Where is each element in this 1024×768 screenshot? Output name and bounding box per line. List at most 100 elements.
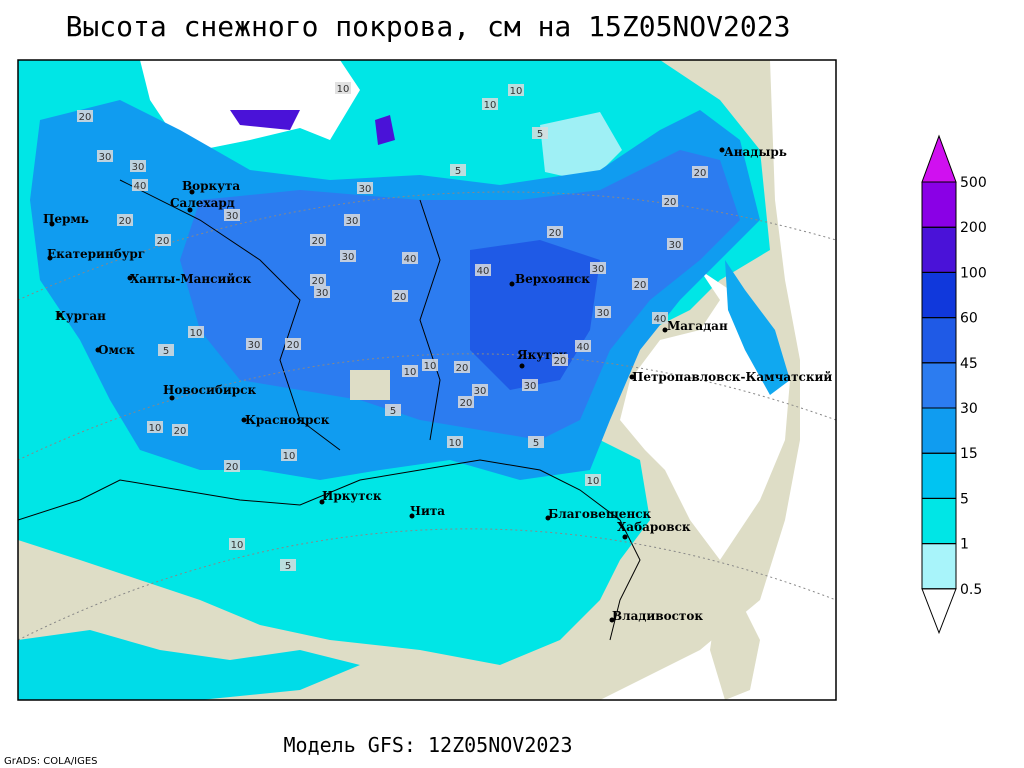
contour-label-box bbox=[402, 365, 418, 377]
contour-label: 30 bbox=[226, 211, 239, 222]
legend-band bbox=[921, 452, 957, 499]
land-patch bbox=[350, 370, 390, 400]
city-dot bbox=[629, 374, 635, 380]
city-label: Ханты-Мансийск bbox=[130, 272, 252, 286]
legend-label: 100 bbox=[960, 265, 987, 281]
contour-label: 10 bbox=[231, 540, 244, 551]
contour-label-box bbox=[667, 238, 683, 250]
contour-label-box bbox=[472, 384, 488, 396]
contour-label-box bbox=[97, 150, 113, 162]
city-label: Красноярск bbox=[245, 413, 330, 427]
contour-label-box bbox=[314, 286, 330, 298]
city-label: Воркута bbox=[182, 179, 240, 193]
contour-label-box bbox=[357, 182, 373, 194]
city-label: Петропавловск-Камчатский bbox=[632, 370, 832, 384]
contour-label: 10 bbox=[587, 476, 600, 487]
contour-label: 5 bbox=[537, 129, 543, 140]
contour-label: 20 bbox=[287, 340, 300, 351]
city-dot bbox=[319, 499, 325, 505]
legend-band bbox=[921, 181, 957, 228]
contour-label: 20 bbox=[549, 228, 562, 239]
legend-label: 0.5 bbox=[960, 582, 982, 598]
contour-label: 10 bbox=[449, 438, 462, 449]
contour-label: 20 bbox=[694, 168, 707, 179]
contour-label: 40 bbox=[654, 314, 667, 325]
contour-label-box bbox=[385, 404, 401, 416]
contour-label-box bbox=[155, 234, 171, 246]
contour-label: 10 bbox=[404, 367, 417, 378]
contour-label-box bbox=[508, 84, 524, 96]
city-dot bbox=[622, 534, 628, 540]
city-dot bbox=[241, 417, 247, 423]
contour-label: 20 bbox=[174, 426, 187, 437]
contour-label: 30 bbox=[99, 152, 112, 163]
contour-label: 30 bbox=[359, 184, 372, 195]
snow-100-200 bbox=[230, 110, 395, 145]
legend-band bbox=[921, 134, 957, 183]
contour-label: 5 bbox=[533, 438, 539, 449]
contour-label-box bbox=[475, 264, 491, 276]
title: Высота снежного покрова, см на 15Z05NOV2… bbox=[66, 10, 791, 43]
contour-label-box bbox=[450, 164, 466, 176]
contour-label: 20 bbox=[79, 112, 92, 123]
city-label: Иркутск bbox=[322, 489, 382, 503]
contour-label-box bbox=[340, 250, 356, 262]
city-label: Екатеринбург bbox=[47, 247, 145, 261]
city-label: Верхоянск bbox=[515, 272, 590, 286]
contour-label: 10 bbox=[424, 361, 437, 372]
contour-label: 5 bbox=[285, 561, 291, 572]
contour-label: 30 bbox=[132, 162, 145, 173]
legend-label: 60 bbox=[960, 311, 978, 327]
contour-label-box bbox=[310, 274, 326, 286]
snow-cover-south bbox=[18, 630, 360, 700]
contour-label: 20 bbox=[312, 236, 325, 247]
contour-label: 20 bbox=[312, 276, 325, 287]
contour-label-box bbox=[392, 290, 408, 302]
legend-band bbox=[921, 497, 957, 545]
city-dot bbox=[545, 515, 551, 521]
city-dot bbox=[95, 347, 101, 353]
legend-label: 45 bbox=[960, 356, 978, 372]
contour-label: 20 bbox=[119, 216, 132, 227]
contour-label-box bbox=[285, 338, 301, 350]
city-label: Владивосток bbox=[612, 609, 703, 623]
legend-label: 500 bbox=[960, 175, 987, 191]
pacific bbox=[600, 60, 836, 700]
contour-label: 20 bbox=[456, 363, 469, 374]
contour-label: 20 bbox=[460, 398, 473, 409]
contour-label: 30 bbox=[342, 252, 355, 263]
contour-label: 20 bbox=[157, 236, 170, 247]
city-dot bbox=[189, 189, 195, 195]
contour-label-box bbox=[246, 338, 262, 350]
contour-label: 30 bbox=[316, 288, 329, 299]
city-label: Курган bbox=[55, 309, 106, 323]
contour-label: 30 bbox=[524, 381, 537, 392]
city-label: Салехард bbox=[170, 196, 235, 210]
contour-label: 20 bbox=[634, 280, 647, 291]
legend-label: 15 bbox=[960, 446, 978, 462]
contour-label: 10 bbox=[337, 84, 350, 95]
legend-band bbox=[921, 407, 957, 454]
contour-label-box bbox=[280, 559, 296, 571]
contour-label: 20 bbox=[664, 197, 677, 208]
contour-label: 20 bbox=[394, 292, 407, 303]
contour-label-box bbox=[224, 460, 240, 472]
contour-label: 30 bbox=[669, 240, 682, 251]
contour-label-box bbox=[662, 195, 678, 207]
contour-label-box bbox=[77, 110, 93, 122]
legend-band bbox=[921, 317, 957, 364]
contour-label-box bbox=[335, 82, 351, 94]
map-frame bbox=[17, 59, 837, 701]
contour-label-box bbox=[652, 312, 668, 324]
contour-label: 10 bbox=[510, 86, 523, 97]
contour-label-box bbox=[482, 98, 498, 110]
city-label: Пермь bbox=[43, 212, 89, 226]
city-label: Благовещенск bbox=[548, 507, 652, 521]
city-dot bbox=[47, 255, 53, 261]
contour-label: 10 bbox=[484, 100, 497, 111]
arctic-ice bbox=[540, 112, 622, 182]
contour-label: 5 bbox=[390, 406, 396, 417]
